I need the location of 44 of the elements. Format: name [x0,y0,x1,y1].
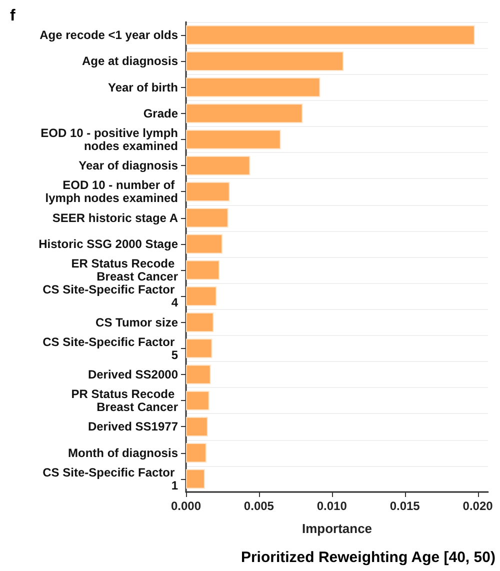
y-tick-label: Age recode <1 year olds [40,28,178,42]
y-tick-label: Year of birth [108,80,178,94]
bar [186,312,214,332]
y-tick-label: Historic SSG 2000 Stage [38,236,178,251]
y-tick-label: Year of diagnosis [78,158,178,173]
bar [186,260,220,280]
bar [186,156,250,176]
y-tick-label: EOD 10 - positive lymph nodes examined [40,126,178,153]
text: Prioritized Reweighting Age [40, 50) [240,549,496,566]
y-tick-label: Age at diagnosis [82,54,178,68]
bar [186,469,205,489]
x-axis-title: Importance [302,521,372,536]
bar [186,416,208,437]
bar [186,390,210,410]
bar [186,77,320,98]
bar [186,443,206,463]
y-tick-label: Derived SS2000 [88,368,178,382]
y-tick-label: CS Site-Specific Factor 1 [42,465,178,492]
bar [186,182,230,202]
bar [186,338,212,358]
y-tick-label: CS Site-Specific Factor 5 [42,334,178,362]
y-tick-label: Derived SS1977 [88,420,178,434]
y-tick-label: Grade [143,106,178,120]
y-tick-label: EOD 10 - number of lymph nodes examined [45,178,178,206]
x-tick-label: 0.010 [316,499,348,513]
y-tick-label: SEER historic stage A [52,210,178,225]
y-tick-label: PR Status Recode Breast Cancer [71,387,178,414]
bar [186,286,217,306]
y-tick-label: CS Site-Specific Factor 4 [42,282,178,310]
bar [186,208,228,228]
bar [186,104,303,124]
x-tick-label: 0.005 [244,499,274,513]
bar [186,51,344,71]
text: f [10,8,16,24]
x-tick-label: 0.015 [390,499,420,513]
bar [186,364,211,384]
y-tick-label: ER Status Recode Breast Cancer [71,256,178,284]
x-tick-label: 0.000 [170,499,202,513]
bar [186,130,281,150]
y-tick-label: Month of diagnosis [68,446,178,460]
y-tick-label: CS Tumor size [96,315,178,330]
x-tick-label: 0.020 [462,499,494,513]
bar [186,234,222,254]
bar [186,25,475,45]
